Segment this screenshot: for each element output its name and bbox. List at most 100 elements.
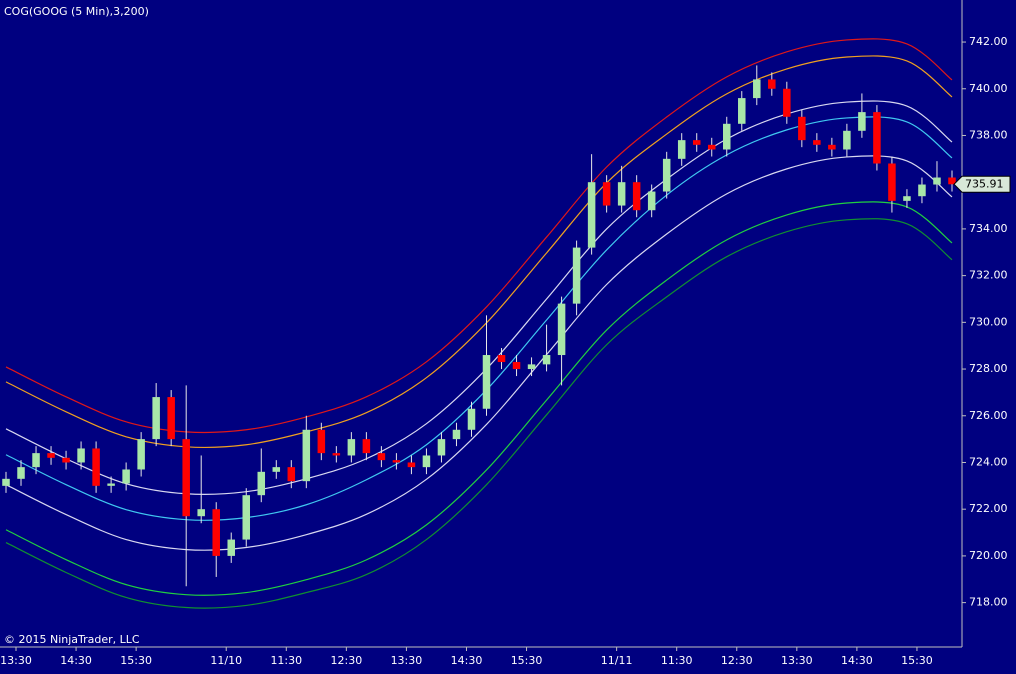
band-line — [5, 201, 953, 596]
candle-body — [212, 509, 220, 556]
last-price-label: 735.91 — [965, 177, 1004, 190]
candle-body — [272, 467, 281, 472]
candle-body — [197, 509, 205, 517]
y-tick-label: 730.00 — [969, 315, 1008, 328]
candle-body — [587, 182, 596, 248]
candle-body — [32, 453, 40, 468]
x-tick-label: 13:30 — [0, 654, 32, 667]
candle-body — [62, 457, 70, 463]
copyright: © 2015 NinjaTrader, LLC — [4, 633, 140, 646]
candle-body — [858, 112, 866, 131]
candle-body — [497, 355, 506, 363]
candle-body — [242, 495, 251, 540]
y-tick-label: 724.00 — [969, 455, 1008, 468]
candle-body — [182, 439, 190, 517]
x-tick-label: 12:30 — [331, 654, 363, 667]
x-tick-label: 12:30 — [721, 654, 753, 667]
candle-body — [107, 483, 115, 486]
y-tick-label: 720.00 — [969, 549, 1008, 562]
candle-body — [632, 182, 641, 211]
candle-body — [377, 453, 386, 461]
x-tick-label: 15:30 — [901, 654, 933, 667]
candle-body — [152, 397, 160, 440]
x-tick-label: 14:30 — [60, 654, 92, 667]
candle-body — [662, 158, 671, 192]
candle-body — [512, 362, 521, 370]
candle-body — [137, 439, 145, 470]
y-tick-label: 738.00 — [969, 128, 1008, 141]
y-tick-label: 726.00 — [969, 409, 1008, 422]
candle-body — [122, 469, 130, 484]
y-tick-label: 718.00 — [969, 596, 1008, 609]
candle-body — [227, 539, 235, 556]
y-tick-label: 734.00 — [969, 222, 1008, 235]
candle-body — [47, 453, 55, 458]
candle-body — [92, 448, 100, 486]
candle-body — [557, 303, 566, 356]
candle-body — [828, 144, 836, 150]
x-tick-label: 14:30 — [451, 654, 483, 667]
candle-body — [332, 453, 341, 456]
candle-body — [933, 177, 941, 185]
candle-body — [482, 355, 491, 409]
candle-body — [783, 88, 791, 117]
candle-body — [918, 184, 926, 197]
candle-body — [542, 355, 551, 365]
candle-body — [873, 112, 881, 164]
x-tick-label: 11/10 — [210, 654, 242, 667]
candle-body — [813, 140, 821, 145]
candle-body — [77, 448, 85, 463]
candle-body — [677, 140, 686, 159]
candle-body — [422, 455, 431, 468]
candle-body — [798, 116, 806, 141]
candle-body — [723, 123, 731, 150]
y-tick-label: 732.00 — [969, 269, 1008, 282]
candle-body — [437, 439, 446, 456]
candle-body — [302, 429, 311, 482]
candle-body — [753, 79, 761, 99]
x-tick-label: 15:30 — [511, 654, 543, 667]
candle-body — [903, 196, 911, 201]
x-tick-label: 11:30 — [661, 654, 693, 667]
candle-body — [602, 182, 611, 206]
candle-body — [647, 191, 656, 211]
candles — [2, 65, 956, 587]
candle-body — [317, 429, 326, 454]
candle-body — [888, 163, 896, 201]
candle-body — [617, 182, 626, 206]
candle-body — [347, 439, 356, 456]
x-tick-label: 14:30 — [841, 654, 873, 667]
candle-body — [287, 467, 296, 482]
y-tick-label: 740.00 — [969, 82, 1008, 95]
candle-body — [948, 177, 956, 185]
y-tick-label: 722.00 — [969, 502, 1008, 515]
candle-body — [167, 397, 175, 440]
candle-body — [362, 439, 371, 454]
candle-body — [392, 460, 401, 463]
x-tick-label: 13:30 — [391, 654, 423, 667]
x-tick-label: 15:30 — [120, 654, 152, 667]
candle-body — [738, 98, 746, 124]
candle-body — [257, 471, 266, 496]
candle-body — [843, 130, 851, 150]
x-tick-label: 11:30 — [270, 654, 302, 667]
y-tick-label: 728.00 — [969, 362, 1008, 375]
candle-body — [2, 478, 10, 486]
candle-body — [707, 144, 716, 150]
candle-body — [692, 140, 701, 145]
candle-body — [407, 462, 416, 468]
candle-body — [467, 408, 476, 430]
candle-body — [527, 364, 536, 370]
last-price-tag — [953, 175, 1011, 193]
candle-body — [452, 429, 461, 440]
band-line — [5, 155, 953, 551]
x-tick-label: 13:30 — [781, 654, 813, 667]
candle-body — [768, 79, 776, 89]
x-tick-label: 11/11 — [601, 654, 633, 667]
candle-body — [572, 247, 581, 304]
chart-title: COG(GOOG (5 Min),3,200) — [4, 5, 149, 18]
y-tick-label: 742.00 — [969, 35, 1008, 48]
